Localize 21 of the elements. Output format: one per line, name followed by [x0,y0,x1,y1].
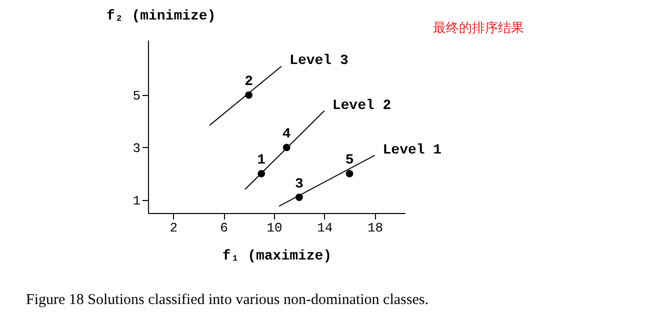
series-label: Level 1 [382,142,442,158]
point [346,170,354,178]
x-axis-title: f₁ (maximize) [222,248,332,264]
annotation: 2 [244,74,253,90]
series-label: Level 2 [332,98,392,114]
text: Figure 18 Solutions classified into various non-domination classes. [26,292,428,308]
y-tick-label: 3 [132,140,140,156]
annotation: 1 [257,152,266,169]
y-tick-label: 1 [132,193,141,208]
series-label: Level 3 [290,53,348,70]
x-tick-label: 14 [317,220,333,236]
y-tick-label: 5 [132,88,140,104]
annotation: 3 [294,176,304,192]
x-tick-label: 2 [170,220,178,236]
annotation: 5 [345,152,354,169]
y-axis-title: f₂ (minimize) [106,8,216,24]
text: 最终的排序结果 [433,20,524,36]
annotation: 4 [282,126,291,142]
x-tick-label: 6 [220,220,228,236]
x-tick-label: 10 [266,220,282,236]
x-tick-label: 18 [367,220,384,236]
